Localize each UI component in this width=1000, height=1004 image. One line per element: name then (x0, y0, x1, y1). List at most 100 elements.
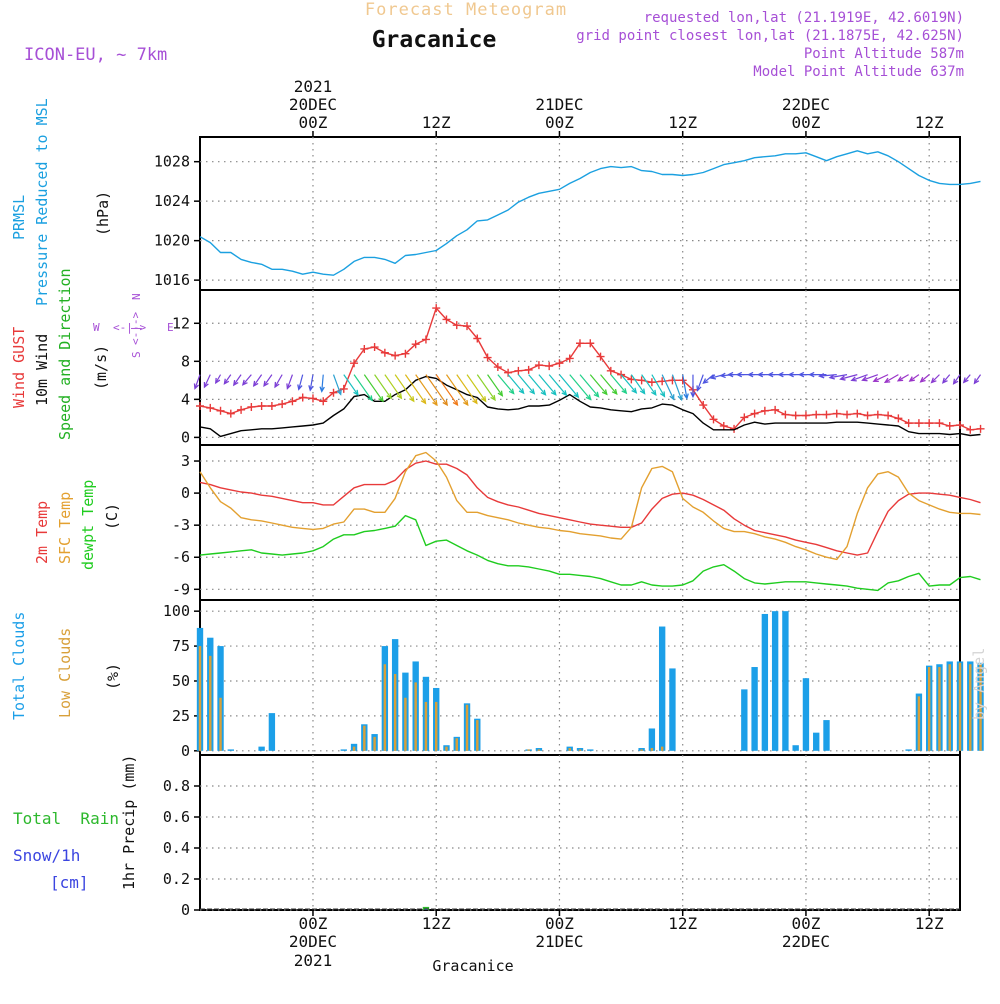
clouds-bar-low-clouds-15 (352, 746, 356, 751)
wind-arrow-shaft-1 (203, 374, 211, 388)
wind-panel-labels: Wind GUST 10m Wind Speed and Direction (… (10, 268, 174, 440)
wind-gust-marker-54 (750, 409, 759, 418)
wind-arrow-shaft-5 (242, 374, 252, 386)
wind-arrow-shaft-3 (223, 374, 232, 385)
clouds-bar-total-clouds-7 (268, 713, 276, 751)
bottom-tick-label-2-1: 21DEC (535, 932, 583, 951)
wind-arrow-shaft-32 (528, 374, 546, 396)
wind-arrow-16 (363, 374, 384, 403)
clouds-ytick-label-0: 0 (181, 742, 190, 760)
wind-arrow-head-16 (378, 396, 384, 403)
wind-series-0 (199, 307, 981, 431)
compass-north: N (130, 293, 143, 300)
clouds-bar-total-clouds-53 (741, 689, 748, 751)
wind-arrow-24 (445, 374, 469, 407)
clouds-bar-low-clouds-70 (917, 696, 921, 751)
wind-gust-marker-51 (719, 421, 728, 430)
wind-arrow-shaft-21 (415, 374, 438, 406)
clouds-bar-total-clouds-6 (258, 746, 265, 751)
clouds-bar-low-clouds-43 (640, 749, 643, 751)
wind-gust-marker-75 (966, 425, 975, 434)
wind-arrow-0 (193, 374, 201, 390)
wind-unit-label: (m/s) (92, 345, 110, 390)
wind-arrow-34 (548, 374, 568, 397)
wind-arrow-shaft-13 (332, 374, 342, 395)
temperature-series-0 (199, 460, 981, 556)
wind-arrow-head-46 (677, 394, 683, 402)
wind-gust-marker-17 (370, 343, 379, 352)
wind-gust-marker-20 (401, 349, 410, 358)
wind-gust-marker-25 (452, 321, 461, 330)
wind-arrow-head-39 (611, 388, 618, 396)
wind-arrow-19 (394, 374, 415, 403)
wind-arrow-18 (384, 374, 403, 400)
wind-arrow-head-42 (639, 388, 646, 395)
wind-gust-marker-63 (843, 410, 852, 419)
wind-arrow-44 (651, 374, 666, 398)
wind-gust-marker-65 (863, 411, 872, 420)
wind-arrow-head-20 (420, 398, 427, 405)
wind-arrow-shaft-63 (829, 374, 848, 379)
wind-gust-marker-4 (237, 405, 246, 414)
wind-arrow-head-17 (386, 393, 392, 400)
wind-arrow-head-43 (651, 389, 657, 397)
wind-arrow-29 (497, 374, 515, 395)
clouds-bar-low-clouds-18 (383, 664, 387, 751)
wind-gust-marker-64 (853, 409, 862, 418)
wind-gust-marker-44 (647, 378, 656, 387)
wind-arrow-head-69 (896, 376, 904, 382)
precip-frame (199, 754, 961, 911)
wind-arrow-shaft-41 (620, 374, 637, 394)
wind-gust-marker-39 (596, 352, 605, 361)
wind-arrow-head-4 (232, 379, 239, 387)
wind-arrow-7 (263, 374, 273, 388)
wind-arrow-head-1 (203, 382, 209, 389)
wind-arrow-33 (538, 374, 557, 396)
wind-gust-marker-6 (257, 402, 266, 411)
wind-arrow-68 (883, 374, 899, 383)
precip-ytick-label-3: 0.6 (163, 808, 190, 826)
wind-arrow-6 (252, 374, 263, 388)
wind-arrow-shaft-24 (445, 374, 469, 406)
compass-ns-arrow: <-|-> (129, 312, 142, 345)
wind-arrow-head-3 (223, 378, 230, 385)
wind-gust-marker-73 (945, 421, 954, 430)
wind-arrow-shaft-7 (263, 374, 273, 387)
wind-arrow-head-36 (585, 394, 592, 401)
clouds-bar-total-clouds-59 (802, 678, 810, 751)
wind-gust-marker-37 (576, 339, 584, 348)
wind-gust-marker-34 (545, 362, 554, 371)
wind-arrow-shaft-10 (298, 374, 304, 390)
clouds-bar-total-clouds-44 (648, 728, 656, 751)
clouds-bar-low-clouds-75 (969, 664, 972, 751)
wind-arrow-shaft-9 (286, 374, 293, 389)
wind-arrow-head-32 (540, 389, 547, 396)
wind-arrow-31 (517, 374, 536, 395)
temperature-ytick-label-3: 0 (181, 484, 190, 502)
wind-ytick-label-1: 4 (181, 390, 190, 408)
wind-arrow-11 (308, 374, 314, 392)
wind-gust-marker-0 (196, 402, 204, 411)
wind-gust-marker-72 (935, 419, 944, 428)
wind-arrow-4 (232, 374, 242, 387)
wind-arrow-head-41 (631, 387, 638, 394)
wind-arrow-3 (223, 374, 232, 385)
wind-arrow-75 (962, 374, 971, 384)
clouds-ytick-label-4: 100 (163, 602, 190, 620)
model-label: ICON-EU, ~ 7km (24, 45, 167, 65)
panels: 101610201024102804812-9-6-30302550751000… (154, 136, 985, 919)
dewpt-label: dewpt Temp (79, 480, 97, 570)
wind-arrow-15 (353, 374, 373, 402)
wind-arrow-head-34 (561, 390, 568, 397)
pressure-ytick-label-2: 1024 (154, 192, 190, 210)
wind-arrow-head-7 (263, 380, 269, 388)
wind-arrow-head-31 (529, 388, 536, 395)
wind-gust-marker-62 (832, 409, 841, 418)
clouds-bar-total-clouds-46 (669, 668, 676, 751)
wind-gust-marker-7 (267, 402, 276, 411)
wind-arrow-head-59 (787, 371, 794, 378)
clouds-bar-total-clouds-3 (227, 749, 234, 751)
